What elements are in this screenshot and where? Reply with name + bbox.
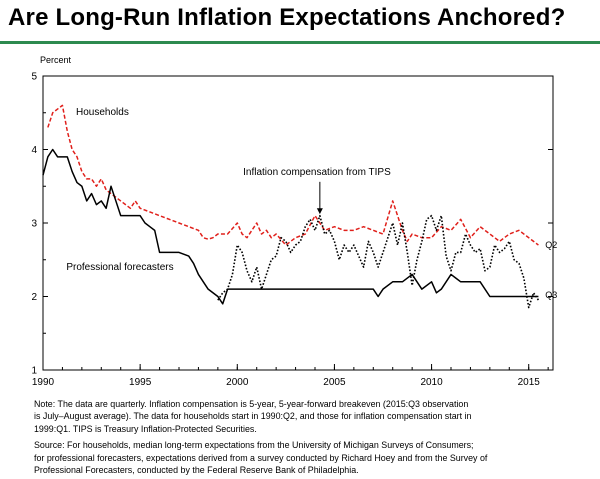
y-tick-label: 5 [31,72,37,83]
q3-end-label: Q3 [545,290,557,300]
q2-end-label: Q2 [545,240,557,250]
note-line: 1999:Q1. TIPS is Treasury Inflation-Prot… [34,423,257,434]
chart-notes: Note: The data are quarterly. Inflation … [6,398,594,476]
x-tick-label: 2015 [518,377,541,388]
households-label: Households [76,107,129,118]
plot-frame [42,75,554,371]
source-line: Source: For households, median long-term… [34,440,474,451]
source-line: for professional forecasters, expectatio… [34,452,488,463]
tips-line [217,214,540,309]
chart-series [42,104,540,309]
note-line: is July–August average). The data for ho… [34,411,472,422]
note-paragraph: Note: The data are quarterly. Inflation … [6,398,594,435]
households-line [47,104,539,246]
y-tick-label: 3 [31,219,37,230]
x-tick-label: 2010 [420,377,443,388]
tips-label: Inflation compensation from TIPS [243,167,391,178]
chart-labels: Households Professional forecasters Inflat… [66,107,557,300]
y-tick-label: 4 [31,145,37,156]
y-tick-label: 1 [31,366,37,377]
title-rule [0,41,600,44]
tips-arrow-head [316,208,323,215]
page-title: Are Long-Run Inflation Expectations Anch… [8,4,566,31]
professional-forecasters-line [42,148,539,305]
x-tick-label: 1995 [129,377,152,388]
x-tick-label: 2005 [323,377,346,388]
source-line: Professional Forecasters, conducted by t… [34,465,359,476]
y-tick-label: 2 [31,292,37,303]
x-tick-label: 2000 [226,377,249,388]
note-line: Note: The data are quarterly. Inflation … [34,399,469,409]
source-paragraph: Source: For households, median long-term… [6,439,594,476]
professional-forecasters-label: Professional forecasters [66,262,173,273]
y-axis-label: Percent [40,55,72,65]
x-tick-label: 1990 [32,377,55,388]
